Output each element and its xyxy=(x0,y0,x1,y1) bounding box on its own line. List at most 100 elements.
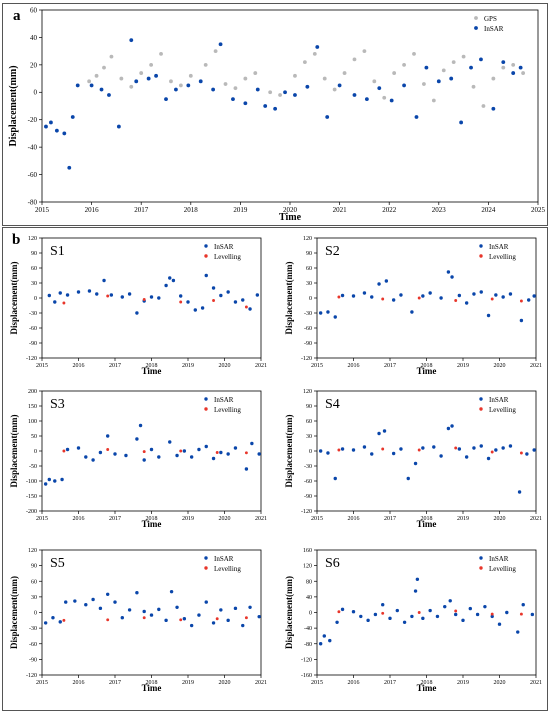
point-insar-S4 xyxy=(486,456,491,461)
point-insar-S3 xyxy=(182,449,187,453)
point-levelling-S5 xyxy=(142,616,146,620)
y-tick-label-a: 20 xyxy=(30,61,38,69)
point-gps-a xyxy=(109,54,114,59)
point-gps-a xyxy=(233,86,238,91)
y-tick-label-S6: 80 xyxy=(306,579,312,585)
point-insar-S4 xyxy=(391,451,396,456)
point-insar-S5 xyxy=(51,616,55,620)
y-tick-label-a: -60 xyxy=(28,171,38,179)
legend-marker-insar-S4 xyxy=(479,397,483,401)
point-insar-a xyxy=(89,83,94,88)
legend-label-levelling-S6: Levelling xyxy=(489,565,516,573)
point-insar-S4 xyxy=(406,476,410,481)
y-tick-label-S4: 0 xyxy=(309,449,312,455)
legend-label-insar-S1: InSAR xyxy=(214,243,234,251)
x-tick-label-S3: 2019 xyxy=(182,516,194,522)
point-levelling-S2 xyxy=(381,297,385,301)
legend-label-levelling-S5: Levelling xyxy=(214,565,241,573)
point-insar-S6 xyxy=(490,614,494,619)
legend-label-insar-S2: InSAR xyxy=(489,243,509,251)
point-levelling-S1 xyxy=(212,299,215,302)
chart-S5: 2015 2016 2017 2018 2019 2020 2021 -120 -90 -60 -3… xyxy=(9,548,267,693)
point-insar-a xyxy=(62,131,67,136)
point-insar-a xyxy=(44,124,48,129)
point-insar-S6 xyxy=(443,604,447,609)
point-levelling-S4 xyxy=(417,448,421,452)
y-tick-label-S6: -160 xyxy=(301,673,312,679)
point-insar-S4 xyxy=(377,431,381,436)
legend-label-levelling-S2: Levelling xyxy=(489,253,516,261)
point-insar-S3 xyxy=(204,444,208,449)
point-insar-a xyxy=(402,83,406,88)
point-gps-a xyxy=(322,76,327,81)
point-insar-a xyxy=(70,115,75,119)
point-levelling-S2 xyxy=(490,297,494,301)
point-insar-S4 xyxy=(439,454,443,458)
y-tick-label-a: -80 xyxy=(28,198,38,206)
y-tick-label-S4: 90 xyxy=(306,404,312,410)
point-insar-a xyxy=(164,97,168,102)
point-insar-a xyxy=(283,90,287,95)
point-insar-S3 xyxy=(233,446,238,450)
y-tick-label-S3: 150 xyxy=(28,404,37,410)
x-tick-label-S6: 2018 xyxy=(421,680,433,686)
point-insar-S4 xyxy=(517,490,522,494)
point-gps-a xyxy=(372,79,377,84)
point-insar-S4 xyxy=(464,455,469,459)
point-insar-S3 xyxy=(65,447,70,452)
x-tick-label-S5: 2018 xyxy=(146,680,158,686)
point-insar-S2 xyxy=(399,293,403,297)
point-insar-S1 xyxy=(186,300,190,304)
point-gps-a xyxy=(491,76,496,81)
point-insar-S6 xyxy=(328,638,332,643)
point-insar-S2 xyxy=(333,315,337,319)
x-tick-label-S3: 2015 xyxy=(36,516,48,522)
point-gps-a xyxy=(213,49,218,54)
point-insar-S5 xyxy=(120,616,125,620)
point-insar-a xyxy=(325,115,330,119)
x-tick-label-S4: 2019 xyxy=(457,516,469,522)
point-levelling-S6 xyxy=(454,609,458,613)
point-insar-S6 xyxy=(322,634,326,638)
point-insar-a xyxy=(389,98,394,103)
point-insar-a xyxy=(491,106,496,111)
x-tick-label-S1: 2018 xyxy=(146,363,158,369)
point-insar-S4 xyxy=(432,445,436,449)
point-insar-S5 xyxy=(142,609,146,614)
point-gps-a xyxy=(159,51,163,56)
point-levelling-S4 xyxy=(490,450,494,454)
point-insar-S4 xyxy=(532,448,536,452)
point-insar-S3 xyxy=(142,458,146,462)
point-insar-S2 xyxy=(384,279,389,283)
panel-a-letter: a xyxy=(13,8,21,24)
point-insar-S6 xyxy=(468,606,472,611)
x-tick-label-S4: 2018 xyxy=(421,516,433,522)
point-insar-a xyxy=(146,76,151,81)
y-tick-label-S4: -30 xyxy=(304,464,312,470)
point-insar-S5 xyxy=(64,600,68,604)
panel-b-frame xyxy=(2,227,548,711)
point-gps-a xyxy=(441,68,446,73)
point-gps-a xyxy=(362,49,367,54)
y-tick-label-S3: 200 xyxy=(28,389,37,395)
point-gps-a xyxy=(451,60,456,65)
x-axis-label-a: Time xyxy=(279,212,302,223)
y-tick-label-S5: 60 xyxy=(31,579,37,585)
x-tick-label-a: 2015 xyxy=(35,206,50,214)
x-axis-label-S6: Time xyxy=(417,683,437,693)
x-tick-label-S4: 2017 xyxy=(384,516,396,522)
y-tick-label-S3: -100 xyxy=(26,479,37,485)
point-insar-S2 xyxy=(439,296,443,300)
y-tick-label-S3: 0 xyxy=(34,449,37,455)
point-insar-S3 xyxy=(47,477,51,482)
y-tick-label-S3: -50 xyxy=(29,464,37,470)
point-insar-S6 xyxy=(530,612,535,617)
legend-marker-insar-S5 xyxy=(204,556,208,560)
point-insar-S3 xyxy=(113,452,117,456)
point-insar-a xyxy=(198,79,203,84)
x-tick-label-a: 2020 xyxy=(283,206,298,214)
point-insar-S3 xyxy=(211,456,216,461)
point-levelling-S1 xyxy=(244,305,248,309)
point-insar-S6 xyxy=(521,602,525,607)
point-insar-S4 xyxy=(508,444,513,448)
